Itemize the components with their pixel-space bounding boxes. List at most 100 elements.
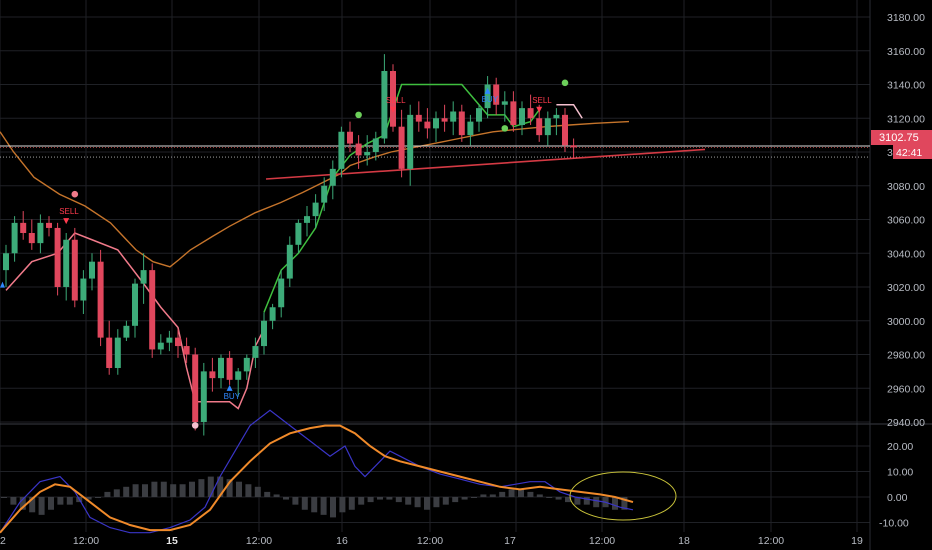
signal-line	[0, 424, 634, 534]
candle-body	[132, 283, 138, 326]
candle-body	[450, 111, 457, 122]
candle-body	[381, 71, 388, 139]
last-price-label: 3102.75	[879, 132, 919, 144]
price-tick-label: 2980.00	[887, 350, 925, 362]
candle-body	[441, 118, 448, 122]
candle-body	[304, 216, 310, 223]
pivot-dot	[191, 422, 199, 429]
histogram-bar	[386, 497, 393, 500]
time-tick-label: 12:00	[589, 535, 615, 547]
time-tick-label: 12:00	[246, 535, 272, 547]
histogram-bar	[283, 497, 289, 500]
candle-body	[347, 131, 353, 144]
candle-body	[570, 145, 577, 148]
price-tick-label: 3140.00	[887, 80, 925, 92]
histogram-bar	[226, 479, 233, 497]
histogram-bar	[189, 481, 195, 497]
candle-body	[269, 307, 276, 321]
candle-body	[252, 346, 259, 358]
candle-body	[415, 114, 422, 122]
histogram-bar	[217, 476, 224, 497]
buy-signal-arrow	[226, 384, 233, 391]
histogram-bar	[179, 484, 186, 497]
histogram-bar	[151, 481, 158, 497]
candle-body	[235, 371, 242, 380]
candle-body	[192, 354, 199, 422]
candle-body	[424, 121, 431, 129]
histogram-bar	[546, 497, 553, 498]
candle-body	[80, 278, 87, 301]
indicator-tick-label: -10.00	[879, 518, 909, 530]
time-tick-label: 15	[166, 535, 178, 547]
candle-body	[28, 233, 35, 244]
time-tick-label: 12:00	[73, 535, 99, 547]
histogram-bar	[621, 497, 628, 510]
pivot-dot	[501, 125, 509, 132]
candle-body	[338, 131, 345, 169]
candle-body	[510, 101, 517, 125]
histogram-bar	[461, 497, 468, 500]
candle-body	[89, 261, 95, 279]
histogram-bar	[395, 497, 402, 503]
candle-body	[433, 118, 439, 129]
time-tick-label: 18	[678, 535, 690, 547]
histogram-bar	[160, 481, 167, 497]
sell-signal-label: SELL	[386, 96, 406, 105]
histogram-bar	[170, 484, 177, 497]
histogram-bar	[405, 497, 412, 505]
candle-body	[226, 357, 233, 380]
candle-body	[54, 227, 61, 287]
histogram-bar	[518, 489, 524, 497]
histogram-bar	[311, 497, 318, 513]
histogram-bar	[508, 489, 515, 497]
pivot-dot	[561, 79, 569, 87]
histogram-bar	[85, 497, 92, 500]
histogram-bar	[48, 497, 54, 510]
candle-body	[243, 357, 250, 372]
histogram-bar	[527, 491, 534, 497]
countdown-label: 42:41	[896, 147, 922, 159]
candle-body	[166, 337, 173, 343]
histogram-bar	[414, 497, 421, 508]
candle-body	[106, 337, 113, 368]
histogram-bar	[339, 497, 346, 513]
candle-body	[458, 111, 465, 136]
candle-body	[175, 337, 181, 347]
candle-body	[209, 371, 216, 379]
buy-signal-arrow	[0, 281, 5, 288]
buy-signal-label: BUY	[482, 95, 499, 104]
candle-body	[20, 222, 27, 233]
histogram-bar	[198, 479, 205, 497]
histogram-bar	[38, 497, 45, 515]
price-tick-label: 2940.00	[887, 417, 925, 429]
candle-body	[183, 346, 190, 355]
time-tick-label: 2	[0, 535, 6, 547]
histogram-bar	[377, 497, 383, 500]
price-tick-label: 3020.00	[887, 282, 925, 294]
histogram-bar	[113, 489, 120, 497]
pivot-dot	[355, 111, 362, 119]
candle-body	[321, 185, 328, 203]
histogram-bar	[480, 494, 487, 497]
histogram-bar	[452, 497, 459, 503]
indicator-tick-label: 0.00	[887, 492, 908, 504]
histogram-bar	[132, 484, 139, 497]
time-tick-label: 12:00	[758, 535, 784, 547]
candle-body	[329, 168, 336, 186]
candle-body	[390, 71, 396, 127]
histogram-bar	[264, 491, 271, 497]
candle-body	[3, 253, 9, 271]
histogram-bar	[57, 497, 64, 505]
candle-body	[149, 270, 156, 350]
candle-body	[527, 108, 534, 119]
trailing-stop-short	[556, 104, 583, 119]
candle-body	[97, 261, 104, 338]
price-tick-label: 3160.00	[887, 46, 925, 58]
price-panel: SELL BUY SELL BUY SELL	[0, 54, 870, 436]
indicator-tick-label: 10.00	[887, 467, 913, 479]
histogram-bar	[499, 491, 506, 497]
price-tick-label: 3000.00	[887, 316, 925, 328]
candle-body	[140, 270, 147, 284]
